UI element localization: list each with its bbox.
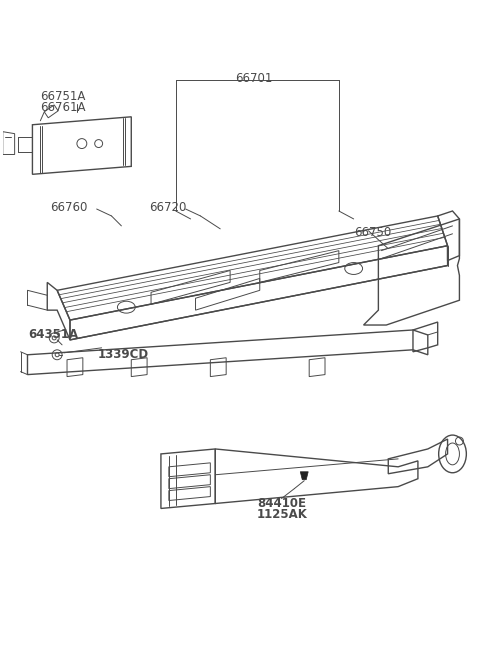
Text: 66761A: 66761A xyxy=(40,101,86,114)
Text: 66701: 66701 xyxy=(235,72,273,85)
Text: 66720: 66720 xyxy=(149,201,186,214)
Text: 66760: 66760 xyxy=(50,201,87,214)
Text: 66751A: 66751A xyxy=(40,90,86,103)
Text: 64351A: 64351A xyxy=(28,328,79,341)
Text: 1339CD: 1339CD xyxy=(97,348,149,361)
Text: 1125AK: 1125AK xyxy=(257,508,308,521)
Text: 66750: 66750 xyxy=(354,226,391,239)
Polygon shape xyxy=(300,472,308,479)
Text: 84410E: 84410E xyxy=(257,496,306,510)
